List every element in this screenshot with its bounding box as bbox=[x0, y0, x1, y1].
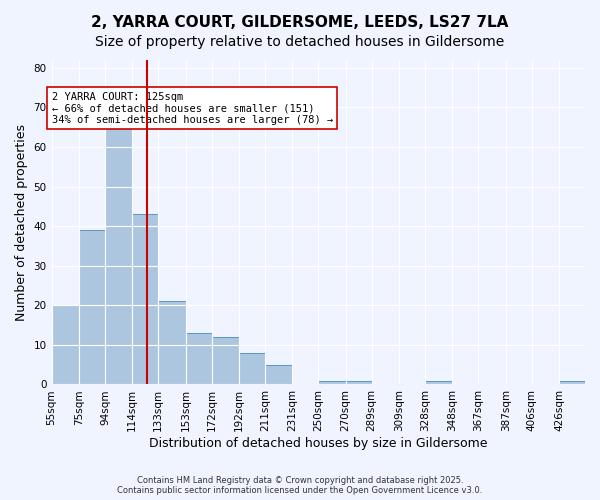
Bar bbox=[425, 380, 452, 384]
Bar bbox=[265, 364, 292, 384]
Bar bbox=[158, 302, 185, 384]
Text: 2 YARRA COURT: 125sqm
← 66% of detached houses are smaller (151)
34% of semi-det: 2 YARRA COURT: 125sqm ← 66% of detached … bbox=[52, 92, 333, 125]
Y-axis label: Number of detached properties: Number of detached properties bbox=[15, 124, 28, 320]
Text: 2, YARRA COURT, GILDERSOME, LEEDS, LS27 7LA: 2, YARRA COURT, GILDERSOME, LEEDS, LS27 … bbox=[91, 15, 509, 30]
Bar bbox=[185, 333, 212, 384]
Bar bbox=[559, 380, 585, 384]
Bar bbox=[318, 380, 346, 384]
Text: Contains HM Land Registry data © Crown copyright and database right 2025.
Contai: Contains HM Land Registry data © Crown c… bbox=[118, 476, 482, 495]
X-axis label: Distribution of detached houses by size in Gildersome: Distribution of detached houses by size … bbox=[149, 437, 488, 450]
Bar bbox=[79, 230, 105, 384]
Text: Size of property relative to detached houses in Gildersome: Size of property relative to detached ho… bbox=[95, 35, 505, 49]
Bar bbox=[239, 353, 265, 384]
Bar bbox=[346, 380, 371, 384]
Bar bbox=[212, 337, 239, 384]
Bar bbox=[132, 214, 158, 384]
Bar bbox=[105, 128, 132, 384]
Bar bbox=[52, 306, 79, 384]
